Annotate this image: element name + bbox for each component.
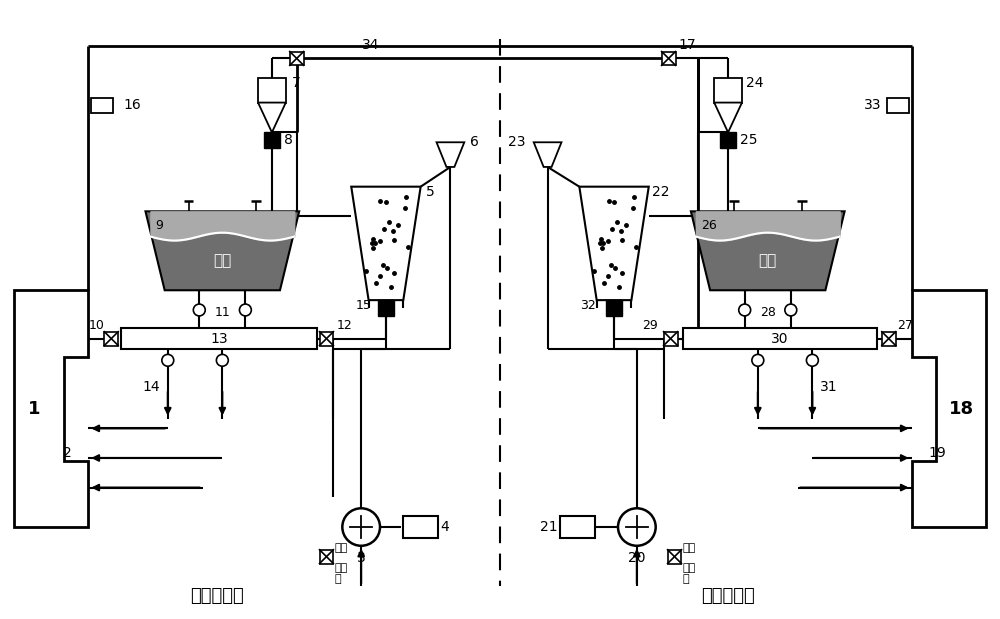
Bar: [683, 327, 877, 350]
Polygon shape: [437, 142, 464, 167]
Text: 25: 25: [740, 133, 757, 147]
Text: 10: 10: [88, 319, 104, 332]
Circle shape: [342, 508, 380, 546]
Text: 1: 1: [28, 400, 40, 418]
Text: 6: 6: [470, 136, 479, 149]
Bar: [882, 332, 896, 345]
Text: 5: 5: [426, 184, 434, 199]
Text: 来: 来: [682, 574, 689, 584]
Bar: [720, 132, 736, 148]
Text: 7: 7: [292, 76, 301, 90]
Text: 锅炉乙系统: 锅炉乙系统: [701, 587, 755, 605]
Polygon shape: [258, 103, 286, 132]
Text: 34: 34: [362, 38, 380, 51]
Text: 15: 15: [355, 298, 371, 311]
Text: 3: 3: [357, 551, 366, 565]
Text: 17: 17: [679, 38, 696, 51]
Text: 热风: 热风: [334, 563, 348, 573]
Bar: [91, 98, 113, 113]
Text: 32: 32: [580, 298, 596, 311]
Text: 粉仓: 粉仓: [759, 253, 777, 268]
Text: 29: 29: [642, 319, 658, 332]
Text: 11: 11: [214, 306, 230, 319]
Polygon shape: [534, 142, 561, 167]
Circle shape: [618, 508, 656, 546]
Text: 16: 16: [123, 98, 141, 112]
Polygon shape: [912, 290, 986, 527]
Text: 30: 30: [771, 332, 789, 345]
Text: 21: 21: [540, 520, 558, 534]
Text: 22: 22: [652, 184, 669, 199]
Text: 入磨: 入磨: [334, 543, 348, 553]
Text: 18: 18: [949, 400, 974, 418]
Polygon shape: [579, 187, 649, 300]
Text: 12: 12: [336, 319, 352, 332]
Bar: [264, 132, 280, 148]
Text: 13: 13: [210, 332, 228, 345]
Text: 粉仓: 粉仓: [213, 253, 231, 268]
Bar: [104, 332, 118, 345]
Text: 2: 2: [63, 446, 72, 460]
Bar: [121, 327, 317, 350]
Bar: [606, 300, 622, 316]
Text: 来: 来: [334, 574, 341, 584]
Bar: [887, 98, 909, 113]
Text: 28: 28: [760, 306, 776, 319]
Text: 热风: 热风: [682, 563, 696, 573]
Text: 锅炉甲系统: 锅炉甲系统: [191, 587, 244, 605]
Text: 26: 26: [701, 219, 717, 232]
Polygon shape: [14, 290, 88, 527]
Text: 31: 31: [820, 380, 838, 394]
Text: 33: 33: [864, 98, 882, 112]
Circle shape: [216, 355, 228, 366]
Text: 入磨: 入磨: [682, 543, 696, 553]
Text: 9: 9: [155, 219, 163, 232]
Text: 8: 8: [284, 133, 293, 147]
Polygon shape: [691, 211, 845, 290]
Text: 27: 27: [897, 319, 913, 332]
Bar: [403, 516, 438, 538]
Text: 14: 14: [142, 380, 160, 394]
Circle shape: [239, 304, 251, 316]
Bar: [560, 516, 595, 538]
Polygon shape: [351, 187, 421, 300]
Bar: [664, 332, 678, 345]
Bar: [662, 51, 676, 66]
Text: 19: 19: [928, 446, 946, 460]
Circle shape: [739, 304, 751, 316]
Polygon shape: [145, 211, 299, 290]
Circle shape: [193, 304, 205, 316]
Bar: [258, 78, 286, 103]
Circle shape: [752, 355, 764, 366]
Bar: [320, 332, 333, 345]
Circle shape: [785, 304, 797, 316]
Bar: [668, 550, 681, 563]
Text: 20: 20: [628, 551, 646, 565]
Bar: [714, 78, 742, 103]
Text: 23: 23: [508, 136, 526, 149]
Text: 4: 4: [441, 520, 449, 534]
Text: 24: 24: [746, 76, 763, 90]
Circle shape: [162, 355, 174, 366]
Bar: [290, 51, 304, 66]
Polygon shape: [714, 103, 742, 132]
Circle shape: [806, 355, 818, 366]
Bar: [320, 550, 333, 563]
Bar: [378, 300, 394, 316]
